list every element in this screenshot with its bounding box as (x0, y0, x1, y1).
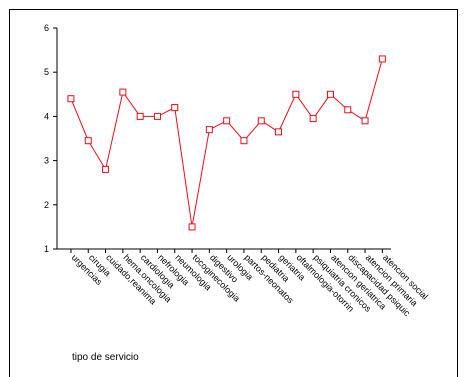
data-point (188, 223, 196, 231)
data-point (257, 117, 265, 125)
data-point (275, 128, 283, 136)
data-point (326, 90, 334, 98)
data-point (361, 117, 369, 125)
data-point (119, 88, 127, 96)
y-tick-label: 1 (44, 244, 49, 254)
data-point (84, 137, 92, 145)
data-point (223, 117, 231, 125)
y-tick-label: 6 (44, 23, 49, 33)
data-point (102, 165, 110, 173)
chart-frame (9, 9, 458, 377)
data-point (205, 126, 213, 134)
data-line (70, 58, 383, 227)
data-point (153, 112, 161, 120)
x-axis-title: tipo de servicio (72, 352, 139, 363)
data-point (240, 137, 248, 145)
data-point (378, 55, 386, 63)
y-tick-label: 3 (44, 156, 49, 166)
y-tick-label: 2 (44, 200, 49, 210)
data-point (136, 112, 144, 120)
data-point (171, 104, 179, 112)
y-tick-label: 4 (44, 111, 49, 121)
data-point (292, 90, 300, 98)
data-point (67, 95, 75, 103)
y-tick-label: 5 (44, 67, 49, 77)
data-point (309, 115, 317, 123)
data-point (344, 106, 352, 114)
